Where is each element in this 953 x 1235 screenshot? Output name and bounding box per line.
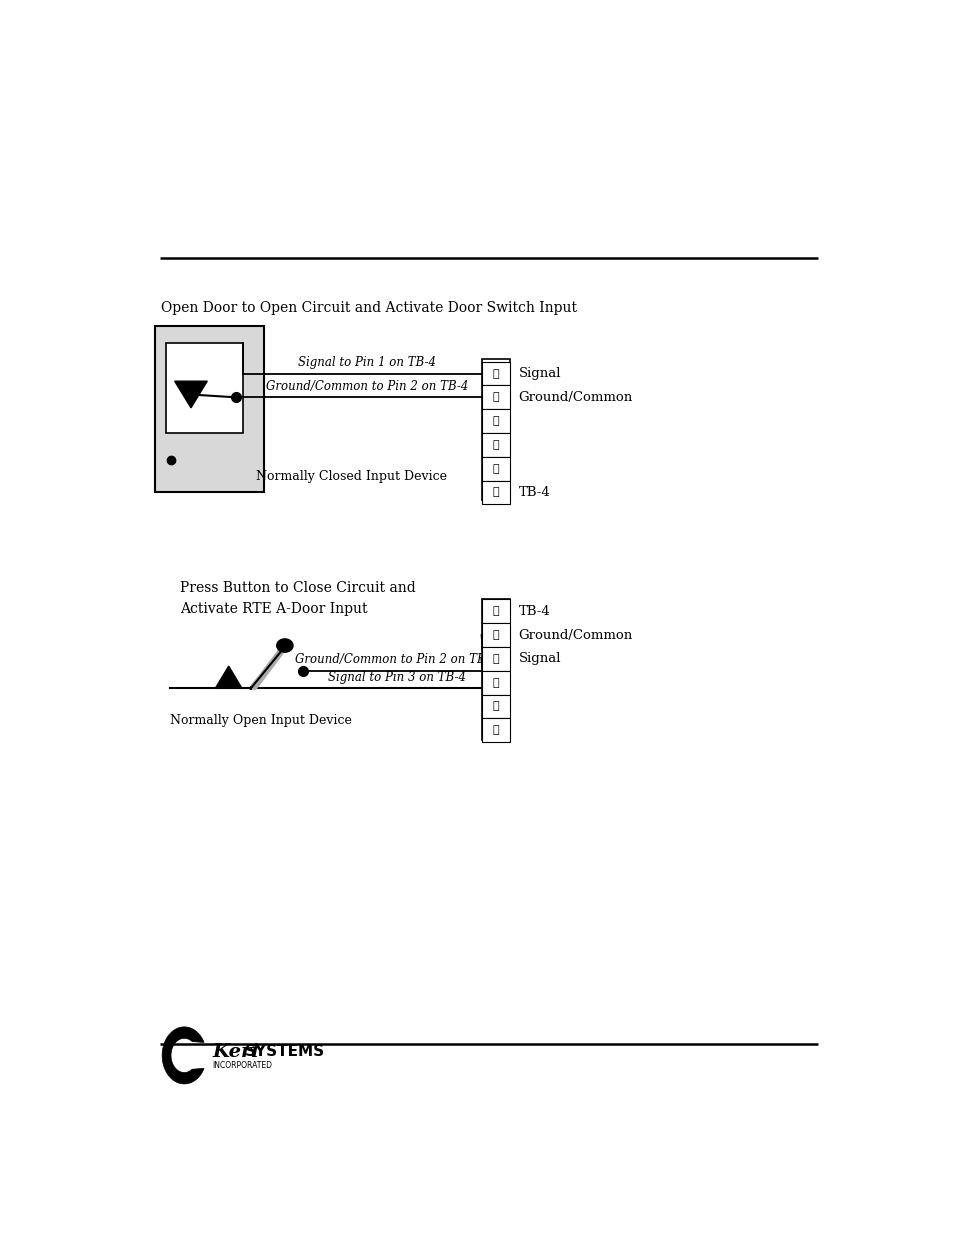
Bar — [481, 719, 509, 742]
Text: INCORPORATED: INCORPORATED — [213, 1061, 273, 1071]
Ellipse shape — [276, 638, 293, 652]
Bar — [481, 385, 509, 409]
Text: ⑥: ⑥ — [492, 725, 498, 735]
Text: Normally Open Input Device: Normally Open Input Device — [170, 714, 351, 727]
Bar — [481, 362, 509, 385]
Text: Signal to Pin 1 on TB-4: Signal to Pin 1 on TB-4 — [297, 356, 436, 369]
Bar — [481, 671, 509, 694]
Text: ⑥: ⑥ — [492, 488, 498, 498]
Text: ②: ② — [492, 393, 498, 403]
PathPatch shape — [162, 1026, 204, 1084]
Text: ①: ① — [492, 368, 498, 379]
Text: TB-4: TB-4 — [518, 605, 550, 618]
Text: Ground/Common: Ground/Common — [518, 629, 632, 642]
Bar — [481, 409, 509, 433]
Bar — [481, 433, 509, 457]
Bar — [481, 457, 509, 480]
Text: ②: ② — [492, 630, 498, 640]
Text: ③: ③ — [492, 416, 498, 426]
Text: Ground/Common to Pin 2 on TB-4: Ground/Common to Pin 2 on TB-4 — [266, 379, 468, 393]
Bar — [154, 326, 264, 493]
Text: Press Button to Close Circuit and: Press Button to Close Circuit and — [180, 582, 416, 595]
Bar — [166, 343, 243, 433]
Text: Ground/Common: Ground/Common — [518, 390, 632, 404]
Text: ①: ① — [492, 606, 498, 616]
Text: ③: ③ — [492, 653, 498, 664]
Text: Keri: Keri — [213, 1042, 259, 1061]
Text: ⑤: ⑤ — [492, 701, 498, 711]
Text: SYSTEMS: SYSTEMS — [245, 1044, 325, 1060]
Text: ④: ④ — [492, 440, 498, 450]
Bar — [481, 480, 509, 504]
Bar — [481, 359, 509, 500]
Text: TB-4: TB-4 — [518, 485, 550, 499]
Text: Activate RTE A-Door Input: Activate RTE A-Door Input — [180, 603, 367, 616]
Polygon shape — [215, 666, 242, 688]
Text: Signal: Signal — [518, 367, 560, 380]
Text: ④: ④ — [492, 678, 498, 688]
Text: Normally Closed Input Device: Normally Closed Input Device — [255, 471, 447, 483]
Bar — [481, 694, 509, 719]
Text: Signal to Pin 3 on TB-4: Signal to Pin 3 on TB-4 — [327, 671, 465, 684]
Polygon shape — [174, 382, 207, 408]
Bar — [481, 647, 509, 671]
Bar — [481, 599, 509, 740]
Text: ⑤: ⑤ — [492, 463, 498, 474]
Text: Ground/Common to Pin 2 on TB-4: Ground/Common to Pin 2 on TB-4 — [295, 653, 497, 667]
Text: Open Door to Open Circuit and Activate Door Switch Input: Open Door to Open Circuit and Activate D… — [161, 300, 577, 315]
Bar — [481, 624, 509, 647]
Bar — [481, 599, 509, 624]
Text: Signal: Signal — [518, 652, 560, 666]
